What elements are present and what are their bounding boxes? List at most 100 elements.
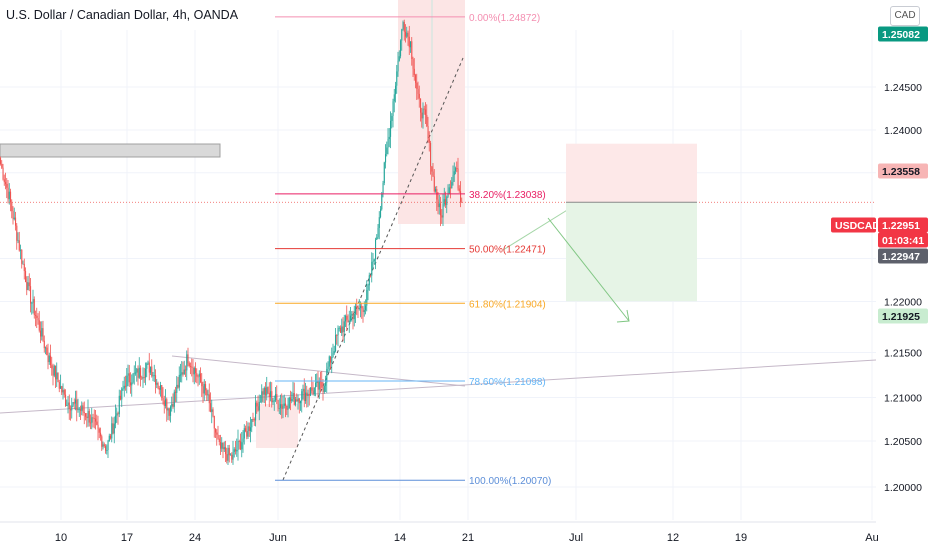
- candle-body: [343, 321, 345, 332]
- price-tag-label: 1.25082: [882, 29, 920, 41]
- price-tag-red: [878, 163, 928, 179]
- marked-rectangle: [0, 143, 221, 158]
- candle-body: [45, 347, 47, 349]
- candle-body: [172, 404, 174, 407]
- candle-body: [28, 282, 30, 287]
- candle-body: [207, 394, 209, 396]
- time-axis[interactable]: 10 17 24 Jun 14 21 Jul 12 19 Au: [0, 521, 879, 544]
- candle-body: [313, 387, 315, 395]
- candle-body: [262, 391, 264, 395]
- candle-body: [51, 365, 53, 369]
- candle-body: [353, 314, 355, 320]
- fib-level-label: 38.20%(1.23038): [469, 190, 546, 201]
- candle-body: [223, 447, 225, 450]
- candle-body: [437, 199, 439, 208]
- candle-body: [278, 408, 280, 410]
- candle-body: [372, 261, 374, 262]
- candle-body: [330, 356, 332, 363]
- candle-body: [425, 109, 427, 115]
- candle-body: [198, 373, 200, 377]
- candle-body: [371, 261, 373, 276]
- candle-body: [321, 382, 323, 388]
- take-profit-zone[interactable]: [566, 202, 697, 302]
- candle-body: [112, 423, 114, 434]
- candle-body: [6, 183, 8, 188]
- candle-body: [23, 263, 25, 272]
- price-tag-label: 1.22947: [882, 251, 920, 263]
- candle-body: [130, 382, 132, 386]
- candle-body: [416, 82, 418, 89]
- candle-body: [381, 193, 383, 210]
- candle-body: [210, 403, 212, 412]
- fib-level-label: 50.00%(1.22471): [469, 245, 546, 256]
- candle-body: [383, 162, 385, 184]
- candle-body: [212, 409, 214, 416]
- candle-body: [247, 426, 249, 437]
- price-tag-countdown: [878, 232, 928, 248]
- candle-body: [368, 275, 370, 286]
- fibonacci-retracement[interactable]: 0.00%(1.24872) 38.20%(1.23038) 50.00%(1.22…: [0, 13, 876, 487]
- fib-trend-line: [282, 57, 464, 481]
- candle-body: [401, 29, 403, 41]
- candle-body: [375, 239, 377, 260]
- candle-body: [16, 225, 18, 241]
- candle-body: [91, 417, 93, 423]
- candle-body: [345, 315, 347, 322]
- candle-body: [58, 382, 60, 389]
- candle-body: [352, 313, 354, 320]
- candle-body: [100, 432, 102, 437]
- candle-body: [290, 397, 292, 402]
- stop-loss-zone[interactable]: [566, 143, 697, 203]
- candle-body: [20, 249, 22, 251]
- candle-body: [137, 368, 139, 378]
- candle-body: [355, 306, 357, 315]
- currency-button[interactable]: CAD: [890, 6, 920, 26]
- candle-body: [337, 328, 339, 336]
- candle-body: [415, 75, 417, 83]
- candle-body: [0, 158, 2, 164]
- candle-body: [148, 362, 150, 373]
- candle-body: [140, 367, 142, 378]
- price-tag-label: USDCAD: [835, 220, 880, 232]
- candle-body: [433, 176, 435, 192]
- candle-body: [333, 351, 335, 354]
- candle-body: [282, 405, 284, 409]
- candle-body: [405, 31, 407, 37]
- candle-body: [211, 409, 213, 412]
- candle-body: [291, 399, 293, 402]
- candle-body: [255, 402, 257, 421]
- x-tick-label: 17: [121, 532, 133, 544]
- candle-body: [331, 357, 333, 363]
- candle-body: [187, 354, 189, 364]
- y-tick-label: 1.24000: [884, 125, 922, 137]
- candle-body: [295, 399, 297, 405]
- candle-body: [307, 394, 309, 397]
- candle-body: [176, 384, 178, 393]
- candle-body: [451, 181, 453, 189]
- candle-body: [423, 108, 425, 110]
- candle-body: [76, 399, 78, 411]
- candle-body: [308, 394, 310, 396]
- price-axis[interactable]: 1.245001.240001.235001.225001.220001.215…: [876, 0, 932, 550]
- candle-body: [250, 427, 252, 432]
- short-position-tool[interactable]: [547, 143, 697, 323]
- candle-body: [453, 171, 455, 176]
- x-tick-label: 14: [394, 532, 406, 544]
- candle-body: [280, 404, 282, 409]
- candle-body: [68, 402, 70, 409]
- candle-body: [136, 368, 138, 373]
- range-highlight: [256, 404, 298, 448]
- candle-body: [302, 388, 304, 392]
- candle-body: [103, 444, 105, 447]
- candle-body: [356, 306, 358, 308]
- candle-body: [110, 435, 112, 439]
- candle-body: [145, 368, 147, 378]
- candle-body: [83, 412, 85, 414]
- candle-body: [323, 385, 325, 393]
- candle-body: [80, 409, 82, 411]
- candle-body: [361, 305, 363, 309]
- candle-body: [40, 330, 42, 337]
- candle-body: [52, 368, 54, 376]
- candle-body: [81, 405, 83, 411]
